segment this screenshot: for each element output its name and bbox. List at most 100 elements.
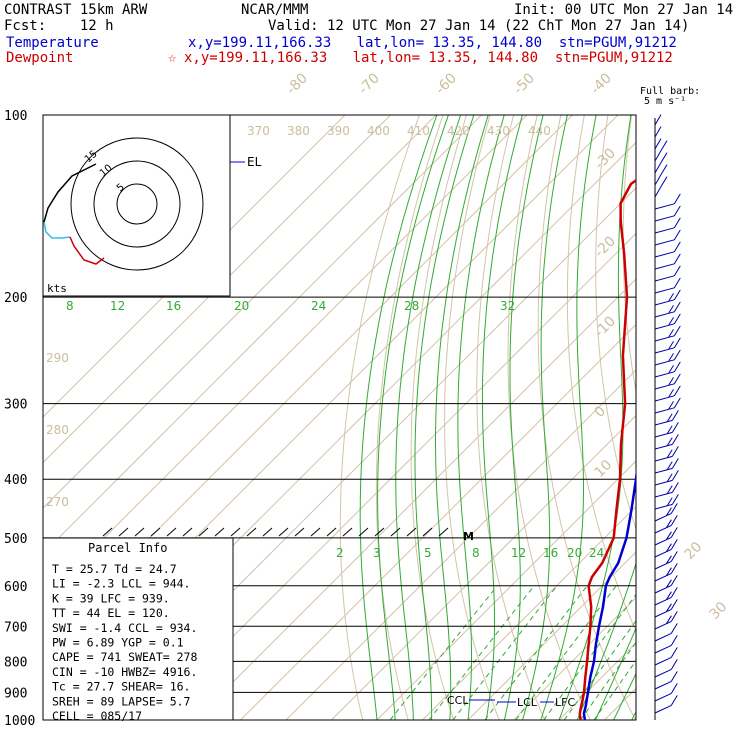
wind-barb-flag [666,437,673,447]
isotherm-line [43,115,391,464]
wind-barb-flag [666,449,673,459]
wind-barb-flag [670,527,678,538]
wind-barb [654,572,672,582]
wind-barb-flag [670,635,678,646]
wind-barb [654,335,675,342]
hatch-tick [310,527,321,537]
mixing-ratio-label: 5 [424,546,432,560]
isotherm-line [422,505,636,720]
wind-barb-flag [673,229,681,241]
moist-adiabat-line [377,115,449,720]
wind-barb-flag [668,329,674,338]
isotherm-line [513,596,636,720]
wind-barb [654,150,662,162]
hatch-tick [294,527,305,537]
temperature-tick-label: -10 [592,313,619,340]
hatch-tick [406,527,417,537]
hatch-tick [118,527,129,537]
wind-barb [654,359,675,366]
wind-barb-flag [673,217,681,229]
wind-barb [654,560,672,570]
wind-barb [654,584,672,594]
wind-barb [654,395,675,402]
wind-barb-flag [665,543,672,552]
mixing-ratio-label: 12 [511,546,526,560]
wind-barb-flag [668,317,674,326]
wind-barb-flag [666,461,673,471]
wind-barb-flag [668,353,674,362]
parcel-info-row: CAPE = 741 SWEAT= 278 [52,650,197,664]
barb-legend-unit: 5 m s⁻¹ [644,96,687,107]
wind-barb [654,347,675,354]
mixing-ratio-label: 20 [567,546,582,560]
isotherm-line [149,232,636,720]
wind-barb [654,114,662,126]
hatch-tick [342,527,353,537]
isotherm-line [376,460,636,720]
wind-barb-flag [670,611,678,622]
hatch-tick [102,527,113,537]
wind-barb-flag [670,575,678,586]
wind-barb [654,656,672,666]
isotherm-line [285,369,636,720]
init-time: Init: 00 UTC Mon 27 Jan 14 [514,2,734,18]
parcel-info-row: Tc = 27.7 SHEAR= 16. [52,680,190,694]
wind-barb-flag [673,361,681,373]
isotherm-line [43,115,346,418]
wind-barb-flag [660,152,668,163]
dry-adiabat-line [566,115,636,633]
mixing-ratio-label: 24 [589,546,604,560]
wind-barb-flag [673,325,681,337]
hodograph-ring [116,183,158,225]
wind-barb [654,138,662,150]
dry-adiabat-line [444,115,500,720]
wind-barb-flag [673,313,681,325]
temperature-profile-line [582,468,636,720]
temperature-tick-label: -60 [433,70,460,97]
isotherm-line [43,115,528,600]
el-label: EL [247,155,262,169]
lcl-label: LCL [517,696,538,709]
wind-barb-flag [671,482,679,493]
parcel-info-row: T = 25.7 Td = 24.7 [52,562,177,576]
wind-barb [654,644,672,654]
isotherm-line [696,115,740,720]
hatch-tick [374,527,385,537]
moist-adiabat-line [503,115,544,720]
hodograph-ring [93,160,181,248]
dry-adiabat-line [676,115,740,720]
wind-barb-flag [668,341,674,350]
hatch-tick [150,527,161,537]
dry-adiabat-line [701,115,740,720]
dry-adiabat-line [339,115,420,720]
wind-barb-flag [665,519,672,528]
wind-barb [654,467,673,474]
moist-adiabat-line [594,626,636,720]
wind-barb-flag [673,349,681,361]
moist-adiabat-label: 8 [66,299,74,313]
moist-adiabat-label: 32 [500,299,515,313]
wind-barb-flag [673,289,681,301]
pressure-tick-label: 500 [4,532,27,547]
wind-barb [654,512,672,522]
hatch-tick [182,527,193,537]
temperature-tick-label: -40 [588,70,615,97]
parcel-info-row: CIN = -10 HWBZ= 4916. [52,665,197,679]
wind-barb-flag [666,473,673,483]
wind-barb-flag [668,293,674,302]
wind-barb [654,455,673,462]
wind-barb [654,287,675,294]
wind-barb-flag [673,193,681,205]
pressure-tick-label: 800 [4,655,27,670]
wind-barb-flag [670,659,678,670]
dry-adiabat-line [622,115,636,395]
pressure-tick-label: 900 [4,686,27,701]
wind-barb [654,536,672,546]
moist-adiabat-line [631,710,636,720]
moist-adiabat-label: 16 [166,299,181,313]
wind-barb-flag [668,377,674,386]
wind-barb [654,692,672,702]
wind-barb-flag [665,603,672,612]
moist-adiabat-label: 20 [234,299,249,313]
wind-barb [654,311,675,318]
